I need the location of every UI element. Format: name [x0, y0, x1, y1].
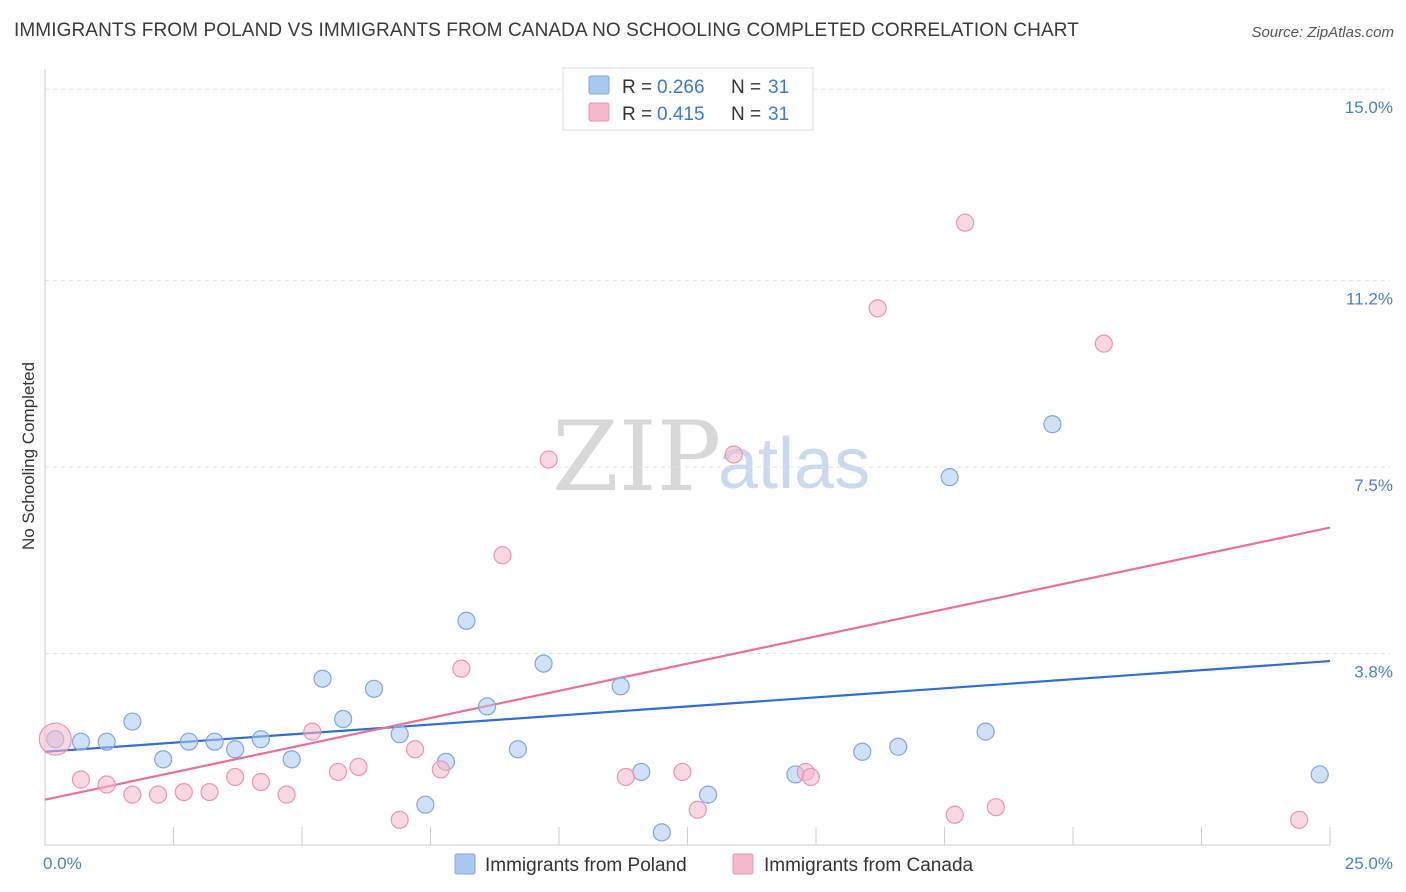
scatter-point-poland [1310, 765, 1329, 784]
scatter-point-canada [303, 722, 322, 741]
scatter-point-poland [853, 742, 872, 761]
data-points [38, 213, 1329, 842]
scatter-point-poland [179, 732, 199, 751]
axes [44, 69, 1331, 846]
y-tick-label: 3.8% [1354, 663, 1393, 682]
legend-r-label-canada: R = [622, 104, 652, 125]
scatter-point-poland [334, 709, 353, 729]
scatter-point-canada [539, 450, 558, 469]
legend-swatch-canada [588, 102, 610, 122]
scatter-point-canada [955, 213, 975, 232]
scatter-point-canada [405, 740, 425, 759]
scatter-point-poland [976, 722, 995, 741]
source-credit: Source: ZipAtlas.com [1251, 24, 1394, 41]
scatter-point-poland [477, 697, 497, 716]
scatter-point-poland [390, 725, 409, 744]
y-tick-labels: 3.8% 7.5% 11.2% 15.0% [1345, 98, 1393, 681]
scatter-point-canada [174, 782, 193, 802]
legend-n-label-canada: N = [731, 104, 761, 125]
scatter-point-poland [889, 737, 908, 756]
scatter-point-canada [801, 767, 820, 787]
scatter-point-canada [200, 782, 219, 802]
scatter-point-poland [698, 785, 718, 804]
scatter-point-poland [205, 732, 224, 751]
scatter-point-canada [123, 785, 142, 804]
scatter-point-poland [123, 712, 142, 731]
trend-line-poland [44, 659, 1331, 753]
scatter-point-poland [534, 654, 553, 673]
scatter-point-canada [251, 772, 270, 792]
scatter-point-canada [431, 760, 450, 779]
scatter-point-canada [688, 800, 707, 819]
scatter-point-canada [452, 659, 471, 678]
scatter-point-poland [652, 823, 671, 842]
trend-lines [44, 526, 1331, 801]
y-tick-label: 7.5% [1354, 476, 1393, 495]
watermark: ZIP atlas [552, 401, 870, 513]
scatter-point-canada [277, 785, 296, 804]
grid-lines [45, 88, 1390, 655]
watermark-zip: ZIP [552, 401, 721, 513]
bottom-legend-label-poland: Immigrants from Poland [485, 855, 687, 876]
scatter-point-poland [97, 732, 116, 751]
x-tick-label: 0.0% [43, 854, 82, 873]
scatter-point-poland [940, 468, 959, 487]
y-tick-label: 11.2% [1346, 290, 1393, 309]
scatter-point-canada [349, 757, 368, 776]
bottom-legend-swatch-canada [732, 853, 754, 875]
scatter-point-canada [724, 445, 743, 464]
scatter-point-poland [282, 750, 301, 769]
scatter-point-canada [1094, 334, 1113, 353]
scatter-point-poland [364, 679, 384, 698]
scatter-point-canada [945, 805, 964, 824]
scatter-point-poland [1043, 415, 1062, 434]
scatter-point-canada [38, 722, 72, 756]
trend-line-canada [44, 526, 1331, 801]
legend: R = 0.266 N = 31 R = 0.415 N = 31 [562, 67, 814, 131]
legend-r-value-poland: 0.266 [657, 77, 705, 98]
scatter-point-poland [313, 669, 332, 688]
legend-r-label-poland: R = [622, 77, 652, 98]
scatter-point-canada [616, 767, 635, 787]
bottom-legend-swatch-poland [454, 853, 476, 875]
watermark-atlas: atlas [718, 424, 870, 504]
scatter-point-poland [632, 762, 651, 782]
scatter-point-canada [226, 767, 245, 787]
legend-swatch-poland [588, 75, 610, 95]
scatter-point-poland [611, 677, 630, 696]
scatter-point-poland [226, 740, 245, 759]
scatter-point-poland [457, 611, 476, 630]
scatter-point-poland [508, 740, 527, 759]
y-tick-label: 15.0% [1345, 98, 1393, 117]
scatter-point-canada [148, 785, 168, 804]
legend-n-value-canada: 31 [768, 104, 789, 125]
scatter-point-canada [71, 770, 91, 789]
legend-n-label-poland: N = [731, 77, 761, 98]
scatter-point-canada [97, 775, 116, 794]
scatter-point-poland [71, 732, 91, 751]
scatter-point-canada [986, 798, 1006, 817]
scatter-point-canada [390, 810, 409, 829]
bottom-legend-label-canada: Immigrants from Canada [764, 855, 974, 876]
legend-n-value-poland: 31 [768, 77, 789, 98]
bottom-legend: Immigrants from Poland Immigrants from C… [454, 853, 974, 876]
x-tick-labels: 0.0% 25.0% [43, 854, 1393, 873]
scatter-point-canada [328, 762, 348, 782]
scatter-point-canada [1290, 810, 1309, 829]
scatter-point-poland [251, 730, 270, 749]
scatter-point-poland [154, 750, 173, 769]
y-axis-label: No Schooling Completed [19, 362, 38, 550]
x-tick-label: 25.0% [1345, 854, 1393, 873]
scatter-point-poland [416, 795, 435, 814]
legend-r-value-canada: 0.415 [657, 104, 705, 125]
scatter-point-canada [673, 762, 692, 782]
scatter-point-canada [493, 546, 512, 565]
scatter-point-canada [868, 299, 887, 318]
chart-title: IMMIGRANTS FROM POLAND VS IMMIGRANTS FRO… [14, 20, 1079, 41]
